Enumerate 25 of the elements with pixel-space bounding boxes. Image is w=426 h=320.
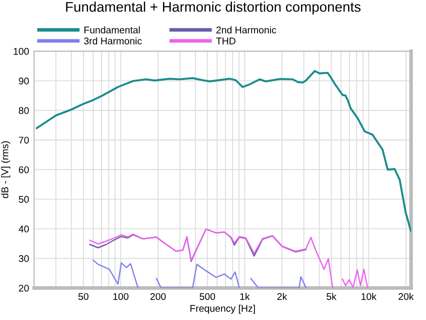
x-tick-label: 100 [113, 293, 128, 300]
y-tick-label: 30 [18, 255, 29, 262]
y-tick-label: 70 [18, 136, 29, 144]
x-tick-label: 1k [240, 292, 250, 300]
x-tick-label: 50 [78, 293, 88, 300]
x-tick-label: 5k [326, 292, 336, 300]
x-tick-label: 2k [277, 292, 288, 300]
legend-label: Fundamental [84, 26, 140, 34]
chart-title: Fundamental + Harmonic distortion components [66, 2, 361, 15]
y-tick-label: 50 [18, 196, 29, 203]
x-tick-label: 20k [398, 292, 414, 300]
x-tick-label: 200 [150, 293, 166, 300]
x-tick-label: 500 [200, 293, 216, 300]
y-axis-title: dB - [V] (rms) [1, 141, 10, 198]
y-tick-label: 40 [18, 226, 29, 232]
legend-label: THD [216, 38, 236, 44]
y-tick-label: 20 [18, 284, 29, 292]
x-tick-label: 10k [362, 292, 376, 300]
legend-label: 3rd Harmonic [84, 37, 142, 44]
legend-label: 2nd Harmonic [216, 26, 276, 34]
y-tick-label: 90 [18, 78, 29, 84]
y-tick-label: 60 [18, 166, 29, 174]
y-tick-label: 80 [18, 107, 29, 114]
y-tick-label: 100 [14, 48, 29, 55]
x-axis-title: Frequency [Hz] [190, 304, 255, 314]
